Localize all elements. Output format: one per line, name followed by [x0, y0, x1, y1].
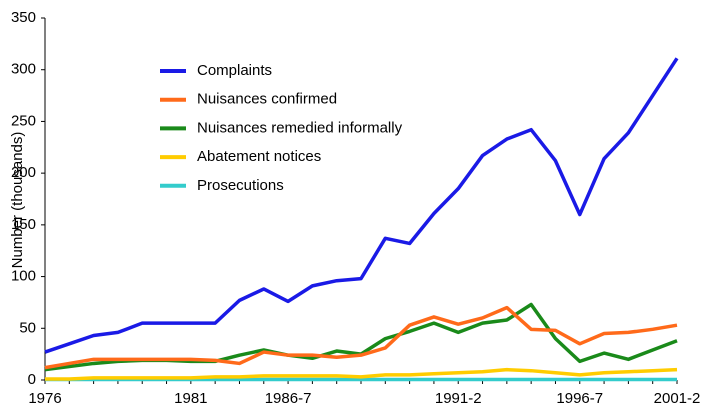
- y-tick-label: 350: [11, 9, 36, 26]
- y-axis-label: Number (thousands): [9, 132, 26, 269]
- legend-label: Nuisances confirmed: [197, 91, 337, 108]
- x-tick-label: 1996-7: [556, 390, 603, 407]
- series-line: [44, 57, 679, 354]
- y-tick-label: 300: [11, 61, 36, 78]
- series-line: [44, 305, 678, 370]
- x-tick-label: 1991-2: [435, 390, 482, 407]
- y-tick-label: 50: [19, 319, 36, 336]
- legend-label: Abatement notices: [197, 148, 321, 165]
- y-tick-label: 150: [11, 216, 36, 233]
- x-tick-label: 1976: [28, 390, 61, 407]
- y-tick-label: 0: [28, 371, 36, 388]
- legend-label: Nuisances remedied informally: [197, 119, 403, 136]
- legend-label: Prosecutions: [197, 177, 284, 194]
- x-tick-label: 1986-7: [265, 390, 312, 407]
- y-tick-label: 250: [11, 112, 36, 129]
- y-tick-label: 200: [11, 164, 36, 181]
- x-tick-label: 2001-2: [654, 390, 701, 407]
- series-line: [45, 367, 678, 381]
- y-tick-label: 100: [11, 268, 36, 285]
- x-tick-label: 1981: [174, 390, 207, 407]
- legend-label: Complaints: [197, 62, 272, 79]
